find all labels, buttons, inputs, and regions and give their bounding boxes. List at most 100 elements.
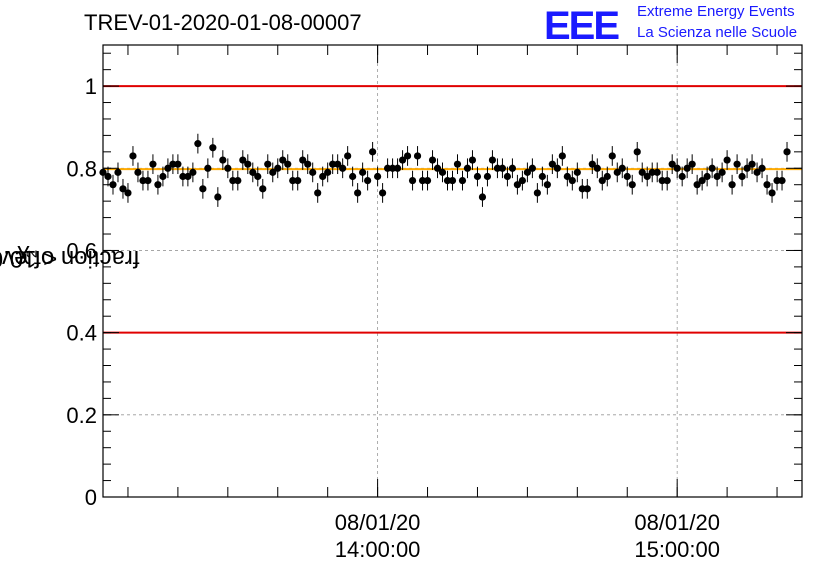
data-point bbox=[518, 177, 527, 185]
data-point bbox=[668, 160, 676, 168]
data-point bbox=[548, 160, 556, 168]
x-tick-label-time: 15:00:00 bbox=[634, 537, 720, 562]
data-point bbox=[234, 177, 242, 185]
data-point bbox=[533, 189, 541, 197]
data-point bbox=[493, 164, 502, 172]
data-point bbox=[743, 164, 751, 172]
x-tick-label-date: 08/01/20 bbox=[634, 510, 720, 535]
data-point bbox=[443, 177, 452, 185]
data-point bbox=[284, 160, 292, 168]
data-point bbox=[598, 177, 606, 185]
data-point bbox=[433, 164, 442, 172]
data-point bbox=[568, 177, 576, 185]
data-point bbox=[698, 177, 706, 185]
data-point bbox=[583, 185, 591, 193]
data-point bbox=[563, 172, 571, 181]
plot-frame bbox=[102, 44, 803, 498]
data-point bbox=[508, 164, 517, 172]
data-point bbox=[329, 160, 337, 168]
x-tick-label-time: 14:00:00 bbox=[335, 537, 421, 562]
data-point bbox=[344, 152, 352, 160]
data-point bbox=[324, 168, 332, 176]
data-point bbox=[753, 168, 761, 176]
data-point bbox=[349, 172, 357, 181]
data-point bbox=[688, 160, 696, 168]
data-point bbox=[379, 189, 387, 197]
data-point bbox=[478, 193, 487, 201]
data-point bbox=[254, 172, 262, 181]
data-point bbox=[413, 152, 422, 160]
x-tick-label-date: 08/01/20 bbox=[335, 510, 421, 535]
data-point bbox=[673, 164, 681, 172]
reference-lines bbox=[103, 85, 802, 334]
data-point bbox=[523, 168, 531, 176]
data-point bbox=[728, 181, 736, 189]
data-point bbox=[453, 160, 462, 168]
data-point bbox=[199, 185, 207, 193]
data-point bbox=[359, 168, 367, 176]
data-point bbox=[279, 156, 287, 164]
data-point bbox=[648, 168, 656, 176]
data-point bbox=[388, 164, 397, 172]
data-point bbox=[309, 168, 317, 176]
data-point bbox=[259, 185, 267, 193]
brand-line-2: La Scienza nelle Scuole bbox=[637, 24, 798, 41]
data-point bbox=[663, 177, 671, 185]
data-point bbox=[408, 177, 417, 185]
data-point bbox=[274, 164, 282, 172]
data-point bbox=[169, 160, 177, 168]
data-point bbox=[418, 177, 427, 185]
data-point bbox=[628, 181, 636, 189]
data-point bbox=[184, 172, 192, 181]
data-point bbox=[219, 156, 227, 164]
data-point bbox=[124, 189, 132, 197]
data-point bbox=[658, 177, 666, 185]
data-point bbox=[738, 172, 746, 181]
y-tick-label: 0.6 bbox=[66, 238, 97, 263]
chart-title: TREV-01-2020-01-08-00007 bbox=[84, 10, 362, 35]
data-point bbox=[334, 160, 342, 168]
data-point bbox=[159, 172, 167, 181]
data-point bbox=[134, 168, 142, 176]
data-point bbox=[428, 156, 437, 164]
data-point bbox=[423, 177, 432, 185]
data-points bbox=[99, 133, 791, 207]
data-point bbox=[733, 160, 741, 168]
data-point bbox=[603, 172, 611, 181]
data-point bbox=[374, 172, 382, 181]
data-point bbox=[314, 189, 322, 197]
data-point bbox=[513, 181, 522, 189]
data-point bbox=[229, 177, 237, 185]
data-point bbox=[553, 164, 561, 172]
y-tick-label: 0 bbox=[85, 485, 97, 510]
data-point bbox=[708, 164, 716, 172]
data-point bbox=[224, 164, 232, 172]
data-point bbox=[179, 172, 187, 181]
data-point bbox=[403, 152, 412, 160]
data-point bbox=[783, 148, 791, 156]
data-point bbox=[643, 172, 651, 181]
y-tick-label: 0.4 bbox=[66, 321, 97, 346]
data-point bbox=[239, 156, 247, 164]
data-point bbox=[613, 168, 621, 176]
data-point bbox=[588, 160, 596, 168]
data-point bbox=[289, 177, 297, 185]
data-point bbox=[778, 177, 786, 185]
data-point bbox=[723, 156, 731, 164]
data-point bbox=[393, 164, 402, 172]
data-point bbox=[438, 168, 447, 176]
data-point bbox=[149, 160, 157, 168]
data-point bbox=[678, 172, 686, 181]
data-point bbox=[498, 164, 507, 172]
data-point bbox=[354, 189, 362, 197]
data-point bbox=[214, 193, 222, 201]
data-point bbox=[209, 144, 217, 152]
data-point bbox=[264, 160, 272, 168]
data-point bbox=[194, 140, 202, 148]
data-point bbox=[763, 181, 771, 189]
data-point bbox=[154, 181, 162, 189]
data-point bbox=[578, 185, 586, 193]
data-point bbox=[269, 168, 277, 176]
data-point bbox=[683, 164, 691, 172]
data-point bbox=[703, 172, 711, 181]
